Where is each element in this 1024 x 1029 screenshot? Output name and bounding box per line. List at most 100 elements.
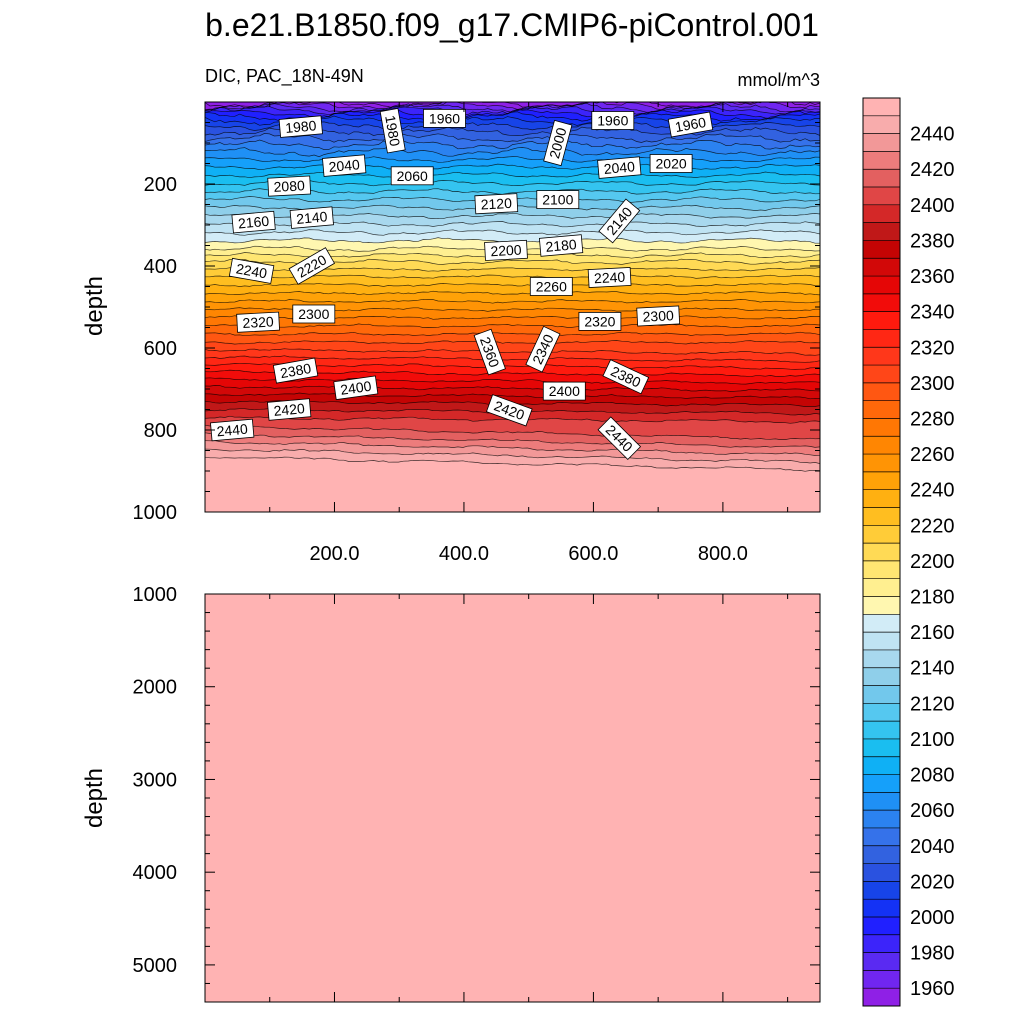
colorbar-tick-label: 2260 bbox=[910, 444, 955, 466]
contour-label-text: 1980 bbox=[382, 114, 403, 148]
upper-y-axis-label: depth bbox=[81, 276, 108, 336]
contour-label-text: 2400 bbox=[339, 378, 372, 398]
contour-line-2160 bbox=[205, 229, 820, 236]
contour-label-box bbox=[538, 234, 584, 257]
contour-label-box bbox=[228, 257, 275, 284]
contour-line-2320 bbox=[205, 355, 820, 363]
contour-label-text: 2060 bbox=[397, 168, 428, 184]
contour-line-2300 bbox=[205, 340, 820, 345]
colorbar-tick-label: 2120 bbox=[910, 693, 955, 715]
contour-label-box bbox=[390, 166, 434, 186]
colorbar-swatch bbox=[863, 382, 900, 401]
contour-line-2310 bbox=[205, 348, 820, 356]
colorbar-swatch bbox=[863, 329, 900, 348]
colorbar-swatch bbox=[863, 418, 900, 437]
contour-label-box bbox=[267, 398, 312, 421]
contour-line-2350 bbox=[205, 377, 820, 385]
contour-line-2040 bbox=[205, 133, 820, 143]
chart-subtitle-right: mmol/m^3 bbox=[738, 70, 820, 90]
contour-label: 1980 bbox=[278, 115, 323, 138]
contour-label: 2040 bbox=[322, 154, 367, 177]
contour-label-text: 2040 bbox=[603, 158, 636, 177]
contour-label-box bbox=[591, 111, 635, 130]
colorbar-tick-label: 2440 bbox=[910, 124, 955, 146]
colorbar-swatch bbox=[863, 471, 900, 490]
contour-line-2280 bbox=[205, 323, 820, 328]
colorbar-swatch bbox=[863, 543, 900, 562]
contour-label-text: 2400 bbox=[549, 383, 580, 399]
colorbar-swatch bbox=[863, 151, 900, 170]
contour-line-2410 bbox=[205, 424, 820, 440]
colorbar-tick-label: 2080 bbox=[910, 765, 955, 787]
colorbar-swatch bbox=[863, 400, 900, 419]
colorbar-tick-label: 1960 bbox=[910, 978, 955, 1000]
colorbar-tick-label: 2160 bbox=[910, 622, 955, 644]
colorbar-tick-label: 2060 bbox=[910, 800, 955, 822]
lower-y-tick-label: 2000 bbox=[133, 677, 178, 699]
contour-label: 2260 bbox=[529, 277, 573, 296]
colorbar-swatch bbox=[863, 988, 900, 1007]
colorbar-tick-label: 2180 bbox=[910, 587, 955, 609]
colorbar-tick-label: 1980 bbox=[910, 943, 955, 965]
contour-label-text: 2140 bbox=[296, 208, 329, 227]
contour-label: 2140 bbox=[289, 206, 334, 229]
contour-label-box bbox=[379, 107, 406, 154]
colorbar-swatch bbox=[863, 667, 900, 686]
contour-line-2430 bbox=[205, 440, 820, 456]
contour-label-text: 2260 bbox=[536, 279, 567, 295]
colorbar-swatch bbox=[863, 845, 900, 864]
contour-label: 2020 bbox=[649, 154, 693, 173]
contour-label-text: 2320 bbox=[242, 313, 274, 331]
contour-label-box bbox=[587, 266, 632, 289]
contour-label: 1960 bbox=[667, 111, 714, 138]
lower-y-tick-label: 4000 bbox=[133, 862, 178, 884]
contour-label-text: 2180 bbox=[545, 236, 578, 255]
colorbar-frame bbox=[862, 97, 901, 1007]
colorbar-swatch bbox=[863, 293, 900, 312]
colorbar-swatch bbox=[863, 703, 900, 722]
colorbar-tick-label: 2140 bbox=[910, 658, 955, 680]
contour-line-2070 bbox=[205, 156, 820, 163]
contour-label-box bbox=[210, 418, 255, 442]
colorbar-tick-label: 2400 bbox=[910, 195, 955, 217]
lower-plot-fill bbox=[204, 593, 821, 1003]
contour-label: 2100 bbox=[536, 190, 580, 210]
colorbar-swatch bbox=[863, 454, 900, 473]
lower-y-tick-label: 1000 bbox=[133, 584, 178, 606]
colorbar-tick-label: 2420 bbox=[910, 159, 955, 181]
contour-label-box bbox=[423, 109, 466, 128]
contour-label: 2320 bbox=[578, 311, 622, 331]
contour-label-text: 1960 bbox=[674, 114, 708, 135]
contour-label: 2240 bbox=[587, 266, 632, 289]
colorbar-swatch bbox=[863, 649, 900, 669]
contour-label-box bbox=[272, 357, 319, 384]
lower-y-tick-label: 3000 bbox=[133, 769, 178, 791]
colorbar-swatch bbox=[863, 738, 900, 758]
colorbar-swatch bbox=[863, 863, 900, 882]
contour-label-box bbox=[602, 359, 650, 395]
chart-subtitle-left: DIC, PAC_18N-49N bbox=[205, 66, 364, 87]
contour-label: 2400 bbox=[542, 381, 586, 401]
contour-label-text: 1960 bbox=[597, 113, 628, 129]
colorbar-swatch bbox=[863, 222, 900, 241]
contour-label: 2400 bbox=[333, 375, 379, 401]
colorbar-swatch bbox=[863, 525, 900, 544]
colorbar-swatch bbox=[863, 632, 900, 651]
contour-label-text: 2300 bbox=[642, 307, 674, 325]
contour-label: 2300 bbox=[292, 304, 336, 324]
contour-label-text: 2320 bbox=[584, 313, 615, 329]
colorbar-swatch bbox=[863, 311, 900, 330]
colorbar-tick-label: 2380 bbox=[910, 230, 955, 252]
colorbar: 1960 1980 2000 2020 2040 2060 2080 2100 2120 2140… bbox=[862, 97, 955, 1007]
contour-line-1990 bbox=[205, 108, 820, 119]
contour-label-box bbox=[578, 311, 622, 331]
contour-label-box bbox=[322, 154, 367, 177]
contour-label-box bbox=[529, 277, 573, 296]
contour-label-text: 2200 bbox=[490, 242, 522, 260]
upper-x-tick-label: 600.0 bbox=[568, 543, 618, 565]
upper-x-tick-label: 800.0 bbox=[698, 543, 748, 565]
contour-label-text: 2080 bbox=[273, 177, 305, 195]
contour-label: 2060 bbox=[390, 166, 434, 186]
contour-line-2450 bbox=[205, 456, 820, 472]
